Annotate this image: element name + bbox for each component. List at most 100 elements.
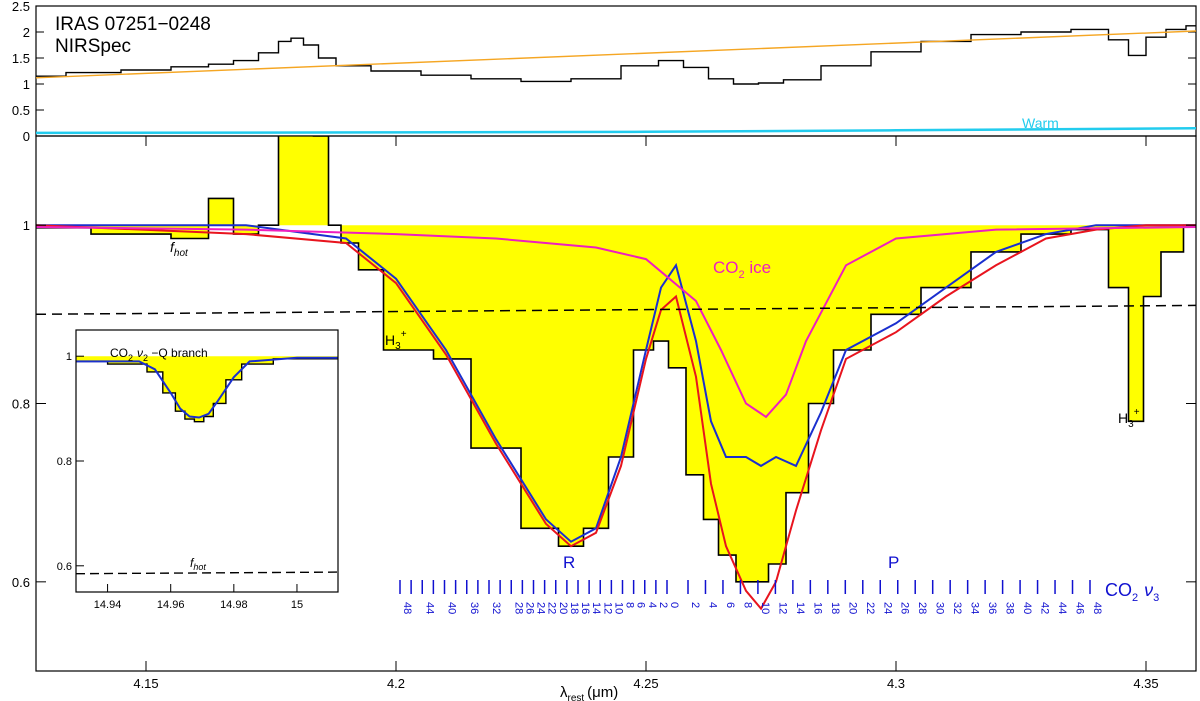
p-line-label-14: 30 <box>934 602 946 614</box>
top-panel: 0 0.5 1 1.5 2 2.5 IRAS 07251−0248 NIRSpec War… <box>12 0 1197 144</box>
main-x-tick-label-2: 4.25 <box>633 676 658 691</box>
r-line-label-17: 14 <box>590 602 602 614</box>
top-series <box>35 25 1197 135</box>
main-series-line-0 <box>36 224 1196 543</box>
p-line-label-6: 14 <box>794 602 806 614</box>
main-y-tick-label-0: 0.6 <box>12 575 30 590</box>
p-line-label-19: 40 <box>1021 602 1033 614</box>
r-line-label-18: 12 <box>601 602 613 614</box>
absorption-fill <box>36 136 1196 583</box>
r-line-label-12: 24 <box>535 602 547 614</box>
r-line-label-4: 40 <box>446 602 458 614</box>
p-line-label-2: 6 <box>724 602 736 608</box>
p-line-label-9: 20 <box>846 602 858 614</box>
p-line-label-0: 2 <box>689 602 701 608</box>
observed-spectrum <box>36 136 1196 583</box>
top-annotation-instrument: NIRSpec <box>55 36 131 57</box>
inset-y-tick-label-1: 0.8 <box>57 456 72 468</box>
main-x-tick-label-4: 4.35 <box>1133 676 1158 691</box>
r-line-label-6: 36 <box>468 602 480 614</box>
r-branch-label: R <box>563 553 575 572</box>
top-y-ticks: 0 0.5 1 1.5 2 2.5 <box>12 0 1196 144</box>
top-y-tick-label-5: 2.5 <box>12 0 30 14</box>
inset-x-ticks: 14.94 14.96 14.98 15 <box>94 584 303 611</box>
main-x-ticks: 4.15 4.2 4.25 4.3 4.35 <box>133 136 1159 691</box>
main-x-tick-label-3: 4.3 <box>887 676 905 691</box>
inset-observed-fill <box>76 356 338 422</box>
inset-observed-spectrum <box>76 358 338 423</box>
co2-line-identifications: 48 44 40 36 32 28 26 24 22 20 18 16 14 12 10 8 6 4 2 0 2 4 6 8 1… <box>399 580 1103 614</box>
p-line-label-13: 28 <box>916 602 928 614</box>
x-axis-label: λrest (μm) <box>560 684 618 701</box>
top-y-tick-label-4: 2 <box>23 25 30 40</box>
inset-series-line-1 <box>76 571 338 575</box>
warm-label: Warm <box>1022 115 1059 131</box>
r-line-label-11: 26 <box>523 602 535 614</box>
r-line-label-10: 28 <box>512 602 524 614</box>
r-line-label-24: 0 <box>668 602 680 608</box>
fhot-label: fhot <box>170 239 189 259</box>
co2-ice-label: CO2 ice <box>713 258 771 281</box>
top-y-tick-label-0: 0 <box>23 129 30 144</box>
observed-fill <box>36 136 1196 582</box>
main-panel: 4.15 4.2 4.25 4.3 4.35 0.60.81 fhot H3+ H3+ … <box>12 135 1197 701</box>
r-line-label-22: 4 <box>646 602 658 608</box>
main-series-line-3 <box>36 304 1196 316</box>
top-series-line-2 <box>35 126 1197 135</box>
r-line-label-21: 6 <box>635 602 647 608</box>
p-line-label-23: 48 <box>1091 602 1103 614</box>
inset-title: CO2 ν2 −Q branch <box>110 346 208 363</box>
p-branch-label: P <box>888 553 899 572</box>
p-line-label-4: 10 <box>759 602 771 614</box>
h3plus-label-left: H3+ <box>385 329 407 352</box>
inset-y-tick-label-2: 1 <box>66 351 72 363</box>
p-line-label-1: 4 <box>706 602 718 608</box>
r-line-label-19: 10 <box>612 602 624 614</box>
p-line-label-18: 38 <box>1004 602 1016 614</box>
p-line-label-16: 34 <box>969 602 981 614</box>
p-line-label-17: 36 <box>986 602 998 614</box>
main-y-ticks: 0.6 0.8 1 <box>12 218 1196 590</box>
co2-nu3-label: CO2 ν3 <box>1105 580 1159 604</box>
inset-series-line-0 <box>76 356 338 419</box>
inset-x-tick-label-2: 14.98 <box>220 599 248 611</box>
p-line-label-10: 22 <box>864 602 876 614</box>
p-line-label-3: 8 <box>741 602 753 608</box>
p-line-label-5: 12 <box>776 602 788 614</box>
main-y-tick-label-2: 1 <box>23 218 30 233</box>
p-line-label-21: 44 <box>1056 602 1068 614</box>
p-line-label-11: 24 <box>881 602 893 614</box>
p-line-label-22: 46 <box>1074 602 1086 614</box>
r-line-label-2: 44 <box>423 602 435 614</box>
inset-series <box>76 356 338 575</box>
inset-panel: 14.94 14.96 14.98 15 0.6 0.8 1 CO2 ν2 −Q branc… <box>57 329 339 611</box>
top-annotation-source: IRAS 07251−0248 <box>55 14 211 35</box>
r-line-label-0: 48 <box>401 602 413 614</box>
main-x-tick-label-0: 4.15 <box>133 676 158 691</box>
top-series-line-0 <box>36 25 1196 85</box>
p-line-label-20: 42 <box>1039 602 1051 614</box>
p-line-label-12: 26 <box>899 602 911 614</box>
inset-y-tick-label-0: 0.6 <box>57 561 72 573</box>
r-line-label-8: 32 <box>490 602 502 614</box>
inset-x-tick-label-3: 15 <box>291 599 303 611</box>
inset-y-ticks: 0.6 0.8 1 <box>57 351 84 573</box>
inset-x-tick-label-0: 14.94 <box>94 599 122 611</box>
r-line-label-13: 22 <box>546 602 558 614</box>
main-x-tick-label-1: 4.2 <box>387 676 405 691</box>
top-y-tick-label-2: 1 <box>23 77 30 92</box>
h3plus-label-right: H3+ <box>1118 407 1140 430</box>
inset-fhot-label: fhot <box>190 556 206 572</box>
top-y-tick-label-1: 0.5 <box>12 103 30 118</box>
top-y-tick-label-3: 1.5 <box>12 51 30 66</box>
main-series <box>36 224 1196 611</box>
inset-absorption-fill <box>76 356 338 423</box>
p-line-label-8: 18 <box>829 602 841 614</box>
main-y-tick-label-1: 0.8 <box>12 397 30 412</box>
r-line-label-16: 16 <box>579 602 591 614</box>
r-line-label-15: 18 <box>568 602 580 614</box>
r-line-label-14: 20 <box>557 602 569 614</box>
r-line-label-20: 8 <box>624 602 636 608</box>
top-series-line-1 <box>35 30 1197 79</box>
